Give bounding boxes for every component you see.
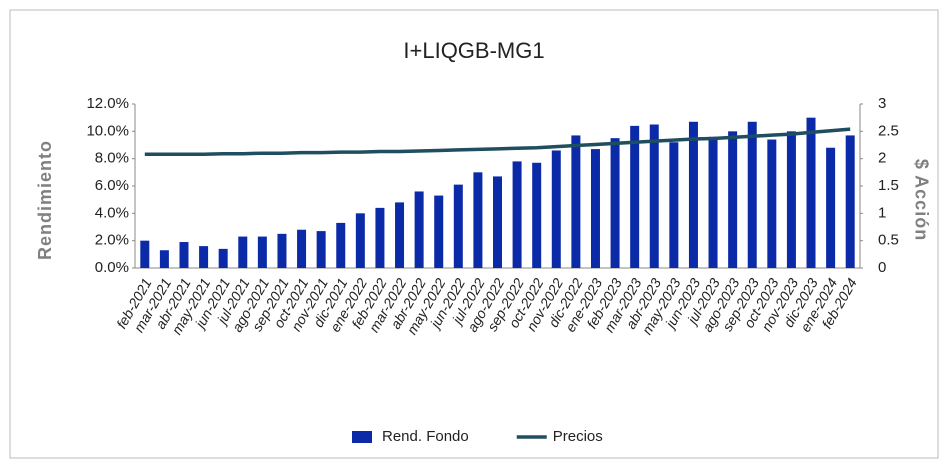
bar xyxy=(257,236,267,268)
legend-label: Precios xyxy=(553,428,603,445)
bar xyxy=(297,229,307,268)
bar xyxy=(473,172,483,268)
bar xyxy=(414,191,424,268)
bar xyxy=(571,135,581,268)
chart-title: I+LIQGB-MG1 xyxy=(403,38,544,63)
bar xyxy=(179,242,189,268)
y-tick-label: 0.0% xyxy=(95,259,129,276)
y-tick-label: 10.0% xyxy=(86,122,129,139)
bar xyxy=(688,121,698,269)
bar xyxy=(512,161,522,268)
bar xyxy=(708,136,718,268)
bar xyxy=(218,248,228,268)
bar xyxy=(649,124,659,268)
bar xyxy=(728,131,738,268)
bar xyxy=(434,195,444,268)
line xyxy=(144,127,851,157)
legend-swatch xyxy=(352,431,372,443)
bar xyxy=(590,149,600,268)
bar xyxy=(316,231,326,268)
bar xyxy=(610,138,620,268)
y-tick-label: 4.0% xyxy=(95,204,129,221)
bar xyxy=(845,135,855,268)
y2-tick-label: 3 xyxy=(878,95,886,112)
bar xyxy=(355,213,365,268)
bar xyxy=(786,131,796,268)
bar xyxy=(336,222,346,268)
y-tick-label: 12.0% xyxy=(86,95,129,112)
bar xyxy=(630,125,640,268)
y-tick-label: 8.0% xyxy=(95,150,129,167)
bar xyxy=(747,121,757,269)
y-axis-title: Rendimiento xyxy=(35,140,55,260)
y2-tick-label: 2 xyxy=(878,150,886,167)
y2-tick-label: 0 xyxy=(878,259,886,276)
bar xyxy=(375,207,385,268)
bar xyxy=(826,147,836,268)
legend-label: Rend. Fondo xyxy=(382,428,469,445)
bar xyxy=(277,233,287,268)
bar xyxy=(551,150,561,268)
bar xyxy=(159,250,169,268)
y2-axis-title: $ Acción xyxy=(911,159,931,241)
bar xyxy=(669,142,679,268)
bar xyxy=(767,139,777,268)
bar xyxy=(199,246,209,268)
bar xyxy=(532,162,542,268)
bar xyxy=(453,184,463,268)
y2-tick-label: 0.5 xyxy=(878,232,899,249)
y-tick-label: 2.0% xyxy=(95,232,129,249)
y2-tick-label: 2.5 xyxy=(878,122,899,139)
y2-tick-label: 1 xyxy=(878,204,886,221)
bar xyxy=(238,236,248,268)
y-tick-label: 6.0% xyxy=(95,177,129,194)
bar xyxy=(140,240,150,268)
bar xyxy=(806,117,816,269)
bar xyxy=(493,176,502,268)
bar xyxy=(395,202,405,268)
y2-tick-label: 1.5 xyxy=(878,177,899,194)
